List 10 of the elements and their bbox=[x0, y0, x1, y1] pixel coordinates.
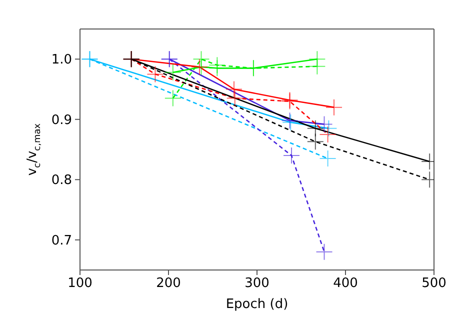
x-tick-label: 500 bbox=[422, 276, 446, 292]
x-axis-title: Epoch (d) bbox=[226, 297, 288, 312]
x-tick-label: 400 bbox=[333, 276, 358, 292]
y-tick-label: 1.0 bbox=[51, 52, 72, 68]
y-tick-label: 0.7 bbox=[51, 233, 72, 248]
y-tick-label: 0.9 bbox=[51, 112, 72, 128]
x-tick-label: 300 bbox=[244, 276, 270, 292]
y-tick-label: 0.8 bbox=[51, 173, 72, 188]
x-tick-label: 200 bbox=[156, 276, 181, 292]
x-tick-label: 100 bbox=[68, 276, 92, 292]
